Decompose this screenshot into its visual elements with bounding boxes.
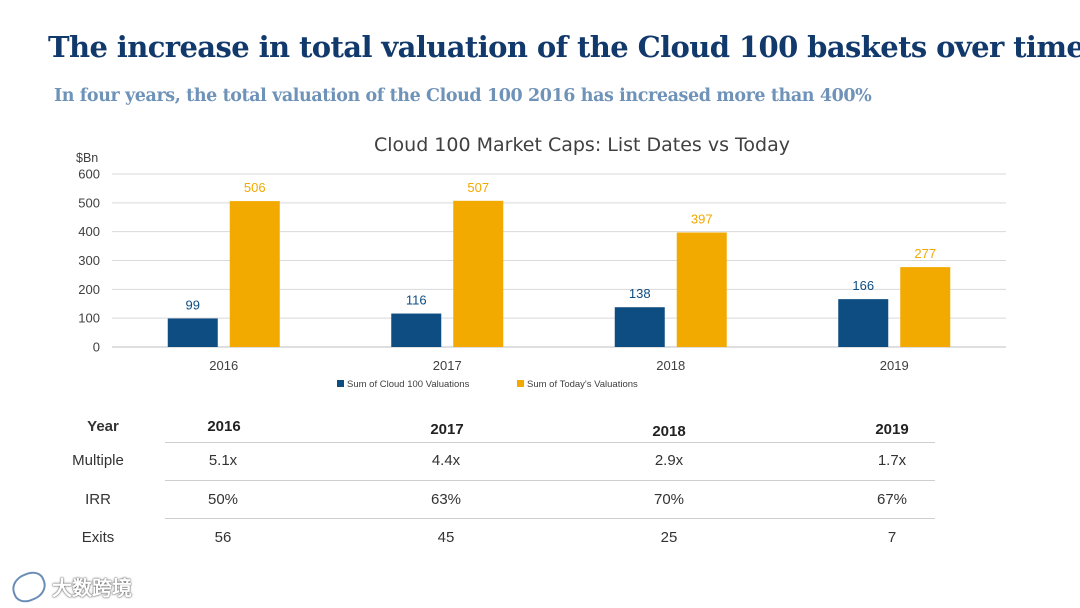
chart-title: Cloud 100 Market Caps: List Dates vs Tod…: [374, 134, 790, 156]
brand-logo-icon: [8, 567, 50, 606]
y-tick-label: 200: [78, 282, 100, 297]
bar-today-2017: [453, 200, 504, 347]
table-header-2018: 2018: [652, 423, 686, 440]
watermark-text: 大数跨境: [52, 578, 132, 600]
y-tick-label: 300: [78, 253, 100, 268]
legend-swatch: [337, 380, 344, 387]
y-tick-label: 400: [78, 224, 100, 239]
data-label: 138: [629, 286, 651, 301]
table-cell: 45: [437, 529, 455, 546]
table-cell: 25: [660, 529, 678, 546]
x-tick-label: 2018: [656, 358, 685, 373]
table-header-2016: 2016: [207, 418, 241, 435]
data-label: 116: [406, 293, 427, 308]
y-tick-label: 100: [78, 311, 100, 326]
bar-today-2018: [676, 232, 727, 347]
legend-swatch: [517, 380, 524, 387]
y-tick-label: 500: [78, 195, 100, 210]
x-tick-label: 2017: [433, 358, 462, 373]
legend-label: Sum of Today's Valuations: [527, 379, 638, 390]
data-label: 277: [914, 246, 936, 261]
bar-listing-2018: [614, 307, 665, 347]
x-tick-label: 2019: [880, 358, 909, 373]
table-cell: 2.9x: [654, 452, 684, 469]
table-cell: 67%: [876, 491, 908, 508]
table-divider: [165, 518, 935, 519]
page-subtitle: In four years, the total valuation of th…: [54, 86, 872, 106]
table-cell: 70%: [653, 491, 685, 508]
y-tick-label: 0: [93, 340, 100, 355]
page-title: The increase in total valuation of the C…: [48, 30, 1080, 64]
x-tick-label: 2016: [209, 358, 238, 373]
table-cell: 4.4x: [431, 452, 461, 469]
table-cell: 50%: [207, 491, 239, 508]
table-header-year: Year: [87, 418, 119, 435]
table-cell: 63%: [430, 491, 462, 508]
bar-chart: Cloud 100 Market Caps: List Dates vs Tod…: [76, 134, 1006, 390]
table-row-label-multiple: Multiple: [72, 452, 124, 469]
table-cell: 1.7x: [877, 452, 907, 469]
data-label: 166: [852, 278, 874, 293]
table-divider: [165, 480, 935, 481]
table-cell: 7: [887, 529, 897, 546]
bar-listing-2019: [838, 299, 889, 347]
bar-listing-2017: [391, 313, 442, 347]
y-tick-label: 600: [78, 167, 100, 182]
data-label: 99: [186, 297, 200, 312]
watermark: 大数跨境: [8, 567, 132, 606]
table-header-2019: 2019: [875, 421, 909, 438]
data-label: 507: [467, 180, 489, 195]
table-cell: 56: [214, 529, 232, 546]
table-header-2017: 2017: [430, 421, 464, 438]
bar-listing-2016: [167, 318, 218, 347]
table-divider: [165, 442, 935, 443]
bar-today-2016: [229, 201, 280, 347]
data-label: 397: [691, 212, 713, 227]
data-label: 506: [244, 180, 266, 195]
table-cell: 5.1x: [208, 452, 238, 469]
y-axis-label: $Bn: [76, 151, 98, 165]
bar-today-2019: [900, 267, 951, 347]
table-row-label-exits: Exits: [81, 529, 115, 546]
legend-label: Sum of Cloud 100 Valuations: [347, 379, 470, 390]
table-row-label-irr: IRR: [85, 491, 111, 508]
